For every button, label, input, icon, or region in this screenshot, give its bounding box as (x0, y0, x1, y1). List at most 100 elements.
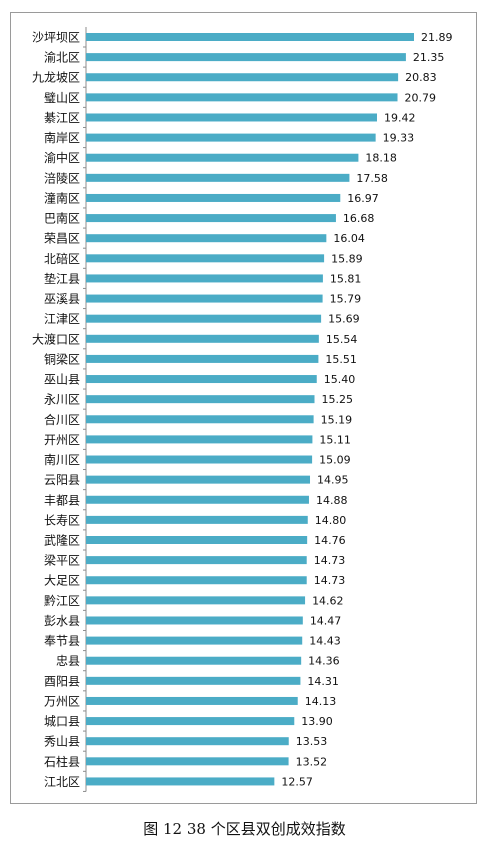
bar (86, 274, 323, 283)
category-label: 永川区 (44, 393, 80, 407)
data-label: 14.13 (305, 695, 337, 708)
bar (86, 133, 376, 142)
data-label: 13.53 (296, 735, 328, 748)
bar (86, 415, 314, 424)
data-label: 15.40 (324, 373, 356, 386)
category-label: 黔江区 (44, 593, 80, 608)
bar (86, 475, 311, 484)
category-label: 巫山县 (44, 373, 80, 387)
bar (86, 214, 336, 223)
bar (86, 254, 325, 263)
data-label: 13.52 (296, 755, 328, 768)
bar (86, 395, 315, 404)
data-label: 15.51 (325, 353, 357, 366)
bar (86, 656, 302, 665)
category-label: 南岸区 (44, 130, 80, 145)
data-label: 20.83 (405, 71, 437, 84)
data-label: 14.43 (309, 635, 341, 648)
category-label: 开州区 (44, 433, 80, 447)
data-label: 16.68 (343, 212, 375, 225)
bar (86, 717, 295, 726)
bar (86, 495, 309, 504)
category-label: 大足区 (44, 574, 80, 588)
data-label: 19.33 (383, 132, 415, 145)
data-label: 14.73 (314, 554, 346, 567)
data-label: 20.79 (405, 91, 437, 104)
bar (86, 757, 289, 766)
data-label: 15.54 (326, 333, 358, 346)
bar (86, 777, 275, 786)
bar (86, 596, 306, 605)
bar (86, 696, 298, 705)
data-label: 14.76 (314, 534, 346, 547)
data-label: 21.35 (413, 51, 445, 64)
category-label: 綦江区 (44, 111, 80, 125)
data-label: 17.58 (356, 172, 388, 185)
data-label: 15.69 (328, 313, 360, 326)
data-label: 18.18 (365, 152, 397, 165)
data-label: 15.19 (321, 413, 353, 426)
category-label: 南川区 (44, 452, 80, 467)
category-label: 酉阳县 (44, 674, 80, 688)
bar (86, 676, 301, 685)
bar (86, 173, 350, 182)
bar (86, 53, 406, 62)
category-label: 涪陵区 (44, 170, 80, 185)
bar (86, 334, 319, 343)
category-label: 丰都县 (44, 493, 80, 507)
data-label: 15.25 (322, 393, 354, 406)
category-label: 垫江县 (44, 271, 80, 286)
bar (86, 616, 303, 625)
bar (86, 113, 377, 122)
data-label: 15.11 (319, 433, 351, 446)
category-label: 渝北区 (44, 50, 80, 65)
bar (86, 314, 322, 323)
bar (86, 73, 399, 82)
category-label: 九龙坡区 (32, 71, 80, 85)
data-label: 16.04 (333, 232, 365, 245)
data-label: 13.90 (301, 715, 333, 728)
bar (86, 515, 308, 524)
category-label: 武隆区 (44, 533, 80, 548)
data-label: 14.95 (317, 474, 349, 487)
category-label: 城口县 (44, 715, 80, 729)
bar (86, 234, 327, 243)
bar (86, 636, 303, 645)
data-label: 15.81 (330, 272, 362, 285)
data-label: 19.42 (384, 111, 416, 124)
category-label: 彭水县 (44, 614, 80, 628)
category-label: 巴南区 (44, 211, 80, 226)
data-label: 14.47 (310, 614, 342, 627)
bar (86, 556, 307, 565)
bar (86, 455, 313, 464)
category-label: 云阳县 (44, 473, 80, 487)
data-label: 15.79 (330, 293, 362, 306)
bar (86, 294, 323, 303)
figure-caption: 图 12 38 个区县双创成效指数 (143, 820, 346, 838)
category-label: 江津区 (44, 312, 80, 326)
data-label: 14.62 (312, 594, 344, 607)
category-label: 璧山区 (44, 90, 80, 105)
bar (86, 536, 308, 544)
data-label: 14.80 (315, 514, 347, 527)
bar (86, 576, 307, 585)
category-label: 梁平区 (44, 553, 80, 568)
category-label: 合川区 (44, 412, 80, 427)
category-label: 沙坪坝区 (32, 31, 80, 45)
data-label: 16.97 (347, 192, 379, 205)
data-label: 21.89 (421, 31, 453, 44)
category-label: 荣昌区 (44, 232, 80, 246)
bar (86, 153, 359, 162)
category-label: 秀山县 (44, 735, 80, 749)
bar (86, 193, 341, 202)
bar (86, 33, 414, 41)
category-label: 大渡口区 (32, 331, 80, 346)
category-label: 江北区 (44, 775, 80, 789)
data-label: 15.89 (331, 252, 363, 265)
data-label: 15.09 (319, 454, 351, 467)
category-label: 奉节县 (44, 634, 80, 648)
category-label: 潼南区 (44, 190, 80, 205)
bar (86, 375, 317, 384)
category-label: 铜梁区 (44, 351, 80, 366)
